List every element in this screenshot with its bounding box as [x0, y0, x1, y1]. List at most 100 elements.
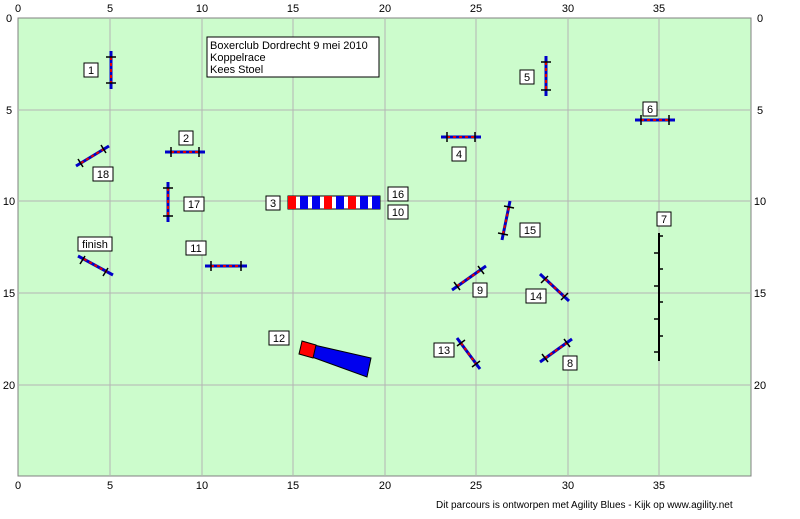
label-16: 16 — [392, 189, 404, 201]
jump-1 — [106, 51, 116, 89]
jump-wing — [79, 255, 86, 265]
tunnel-segment — [336, 196, 344, 209]
label-box — [433, 342, 455, 358]
label-box — [268, 330, 290, 346]
label-12: 12 — [273, 333, 285, 345]
jump-wing — [477, 265, 485, 275]
tunnel-3 — [287, 195, 381, 210]
jump-9 — [451, 264, 487, 292]
jump-wing — [100, 144, 107, 154]
jump-wing — [560, 292, 569, 301]
jump-wing — [471, 360, 481, 368]
judge-name: Kees Stoel — [210, 64, 263, 76]
label-4: 4 — [456, 149, 462, 161]
x-tick-bottom: 15 — [287, 480, 299, 492]
label-box — [77, 236, 113, 252]
jump-wing — [563, 338, 571, 348]
jump-wing — [541, 353, 549, 363]
label-2: 2 — [183, 133, 189, 145]
designer-credit: Dit parcours is ontworpen met Agility Bl… — [436, 500, 733, 511]
label-box — [83, 62, 99, 78]
tunnel-entry — [298, 340, 317, 359]
jump-pole — [502, 206, 510, 235]
jump-wing — [503, 205, 515, 209]
jump-pole — [544, 342, 568, 359]
tunnel-segment — [324, 196, 332, 209]
label-box — [519, 69, 535, 85]
y-tick-left: 20 — [3, 380, 15, 392]
label-box — [562, 355, 578, 371]
obstacle-labels: 1 2 3 4 5 6 7 8 9 10 11 12 13 14 15 16 1 — [77, 62, 672, 371]
label-15: 15 — [524, 225, 536, 237]
jump-wing — [77, 158, 84, 168]
jump-pole — [544, 278, 565, 297]
jump-wing — [102, 267, 109, 277]
label-3: 3 — [270, 198, 276, 210]
label-box — [451, 146, 467, 162]
jump-4 — [441, 132, 481, 142]
label-7: 7 — [661, 214, 667, 226]
label-1: 1 — [88, 65, 94, 77]
label-17: 17 — [188, 199, 200, 211]
label-box — [183, 196, 205, 212]
club-name: Boxerclub Dordrecht 9 mei 2010 — [210, 40, 368, 52]
jump-17 — [163, 182, 173, 222]
label-8: 8 — [567, 358, 573, 370]
label-5: 5 — [524, 72, 530, 84]
jump-14 — [538, 272, 571, 303]
tunnel-segment — [288, 196, 296, 209]
label-box — [265, 195, 281, 211]
x-tick-bottom: 20 — [379, 480, 391, 492]
label-box — [387, 204, 409, 220]
label-finish: finish — [82, 239, 108, 251]
label-10: 10 — [392, 207, 404, 219]
x-tick-bottom: 35 — [653, 480, 665, 492]
y-tick-right: 10 — [754, 196, 766, 208]
jump-pole — [456, 269, 482, 287]
label-box — [185, 240, 207, 256]
x-tick-bottom: 25 — [470, 480, 482, 492]
info-box-frame — [206, 36, 380, 78]
course-info-box: Boxerclub Dordrecht 9 mei 2010 Koppelrac… — [206, 36, 380, 78]
jump-wing — [453, 281, 461, 291]
tunnel-segment — [360, 196, 368, 209]
jump-8 — [539, 337, 573, 364]
x-tick-bottom: 30 — [562, 480, 574, 492]
label-box — [642, 101, 658, 117]
label-box — [472, 282, 488, 298]
y-tick-left: 0 — [6, 13, 12, 25]
jump-pole — [80, 148, 105, 164]
x-tick-top: 35 — [653, 3, 665, 15]
x-tick-top: 10 — [196, 3, 208, 15]
jump-2 — [165, 147, 205, 157]
jump-pole — [460, 342, 477, 365]
label-9: 9 — [477, 285, 483, 297]
jump-pole — [83, 258, 108, 273]
label-11: 11 — [190, 243, 201, 255]
class-name: Koppelrace — [210, 52, 266, 64]
jump-wing — [540, 275, 549, 284]
x-tick-bottom: 5 — [107, 480, 113, 492]
jump-13 — [455, 337, 482, 370]
collapsed-tunnel-12 — [298, 340, 372, 378]
jump-wing — [456, 339, 466, 347]
tunnel-segment — [372, 196, 380, 209]
tunnel-segment — [300, 196, 308, 209]
jump-11 — [205, 261, 247, 271]
label-18: 18 — [97, 169, 109, 181]
axis-labels: 0 5 10 15 20 25 30 35 0 5 10 15 20 25 30… — [3, 3, 766, 492]
tunnel-segment — [312, 196, 320, 209]
jump-wing — [497, 232, 509, 236]
weave-poles-7 — [654, 233, 663, 361]
label-box — [525, 288, 547, 304]
jump-15 — [497, 200, 515, 241]
label-13: 13 — [438, 345, 450, 357]
x-tick-top: 20 — [379, 3, 391, 15]
label-14: 14 — [530, 291, 542, 303]
x-tick-bottom: 0 — [15, 480, 21, 492]
x-tick-top: 30 — [562, 3, 574, 15]
label-6: 6 — [647, 104, 653, 116]
grid — [18, 18, 751, 476]
